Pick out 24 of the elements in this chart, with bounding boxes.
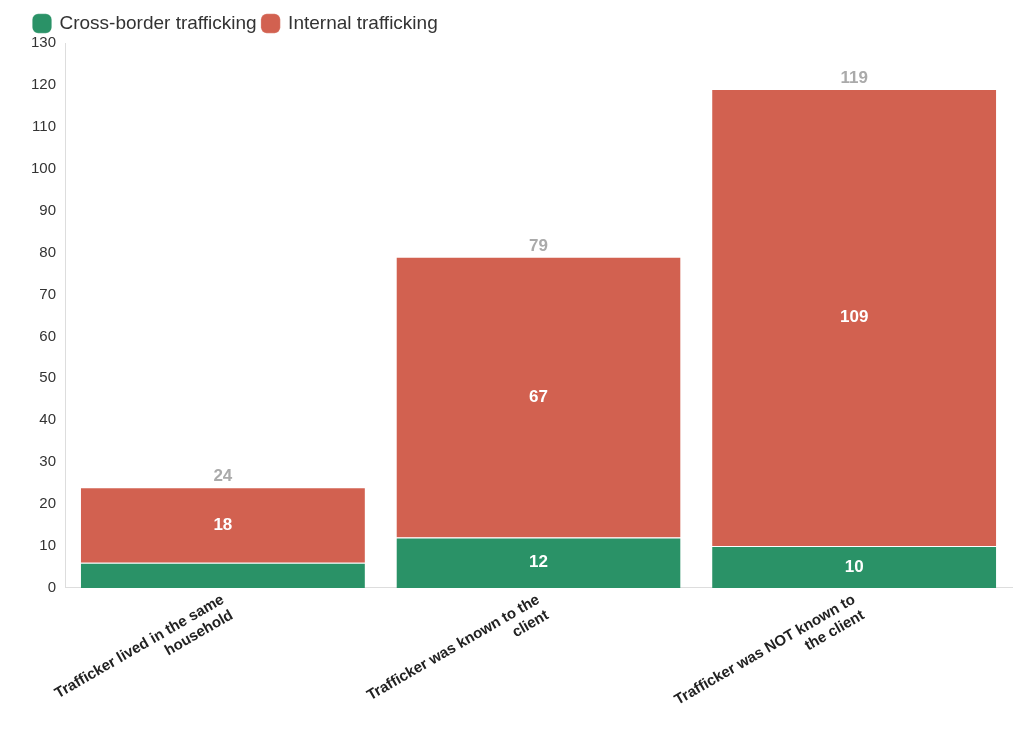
y-tick-label: 90 bbox=[39, 200, 57, 218]
y-tick-label: 30 bbox=[39, 452, 57, 470]
y-tick-label: 50 bbox=[39, 368, 57, 386]
y-tick-label: 120 bbox=[31, 75, 57, 93]
total-label: 79 bbox=[529, 235, 548, 255]
data-label: 12 bbox=[529, 552, 548, 572]
y-tick-label: 40 bbox=[39, 410, 57, 428]
data-label: 10 bbox=[844, 556, 864, 576]
total-label: 24 bbox=[213, 466, 233, 486]
y-tick-label: 0 bbox=[47, 578, 57, 596]
y-tick-label: 10 bbox=[39, 536, 57, 554]
data-label: 18 bbox=[213, 514, 233, 534]
legend-label: Internal trafficking bbox=[288, 11, 438, 33]
total-label: 119 bbox=[840, 68, 868, 88]
y-tick-label: 80 bbox=[39, 242, 57, 260]
y-tick-label: 60 bbox=[39, 326, 57, 344]
data-label: 109 bbox=[839, 307, 869, 327]
legend-label: Cross-border trafficking bbox=[59, 11, 257, 33]
y-tick-label: 20 bbox=[39, 494, 57, 512]
data-label: 67 bbox=[529, 386, 548, 406]
y-tick-label: 100 bbox=[31, 158, 57, 176]
y-tick-label: 130 bbox=[31, 33, 57, 51]
y-tick-label: 110 bbox=[32, 116, 57, 134]
y-tick-label: 70 bbox=[39, 284, 57, 302]
